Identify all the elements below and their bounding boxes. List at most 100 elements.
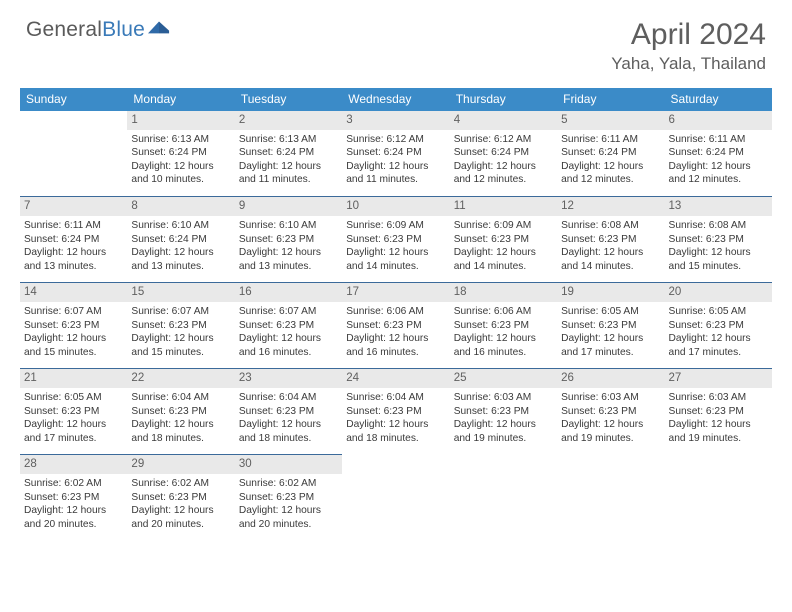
day-number: 13	[665, 197, 772, 216]
sunrise-line: Sunrise: 6:11 AM	[24, 219, 123, 232]
day-cell: 8Sunrise: 6:10 AMSunset: 6:24 PMDaylight…	[127, 197, 234, 283]
day-cell: 10Sunrise: 6:09 AMSunset: 6:23 PMDayligh…	[342, 197, 449, 283]
day-number: 16	[235, 283, 342, 302]
day-number: 7	[20, 197, 127, 216]
day-number: 10	[342, 197, 449, 216]
sunset-line: Sunset: 6:24 PM	[346, 146, 445, 159]
calendar-table: SundayMondayTuesdayWednesdayThursdayFrid…	[20, 88, 772, 541]
brand-text: GeneralBlue	[26, 18, 145, 42]
sunset-line: Sunset: 6:23 PM	[346, 405, 445, 418]
day-cell: .	[20, 111, 127, 197]
sunset-line: Sunset: 6:23 PM	[454, 405, 553, 418]
sunrise-line: Sunrise: 6:08 AM	[561, 219, 660, 232]
day-header: Monday	[127, 88, 234, 111]
day-number: 4	[450, 111, 557, 130]
sunrise-line: Sunrise: 6:05 AM	[561, 305, 660, 318]
day-cell: 27Sunrise: 6:03 AMSunset: 6:23 PMDayligh…	[665, 369, 772, 455]
sunrise-line: Sunrise: 6:12 AM	[346, 133, 445, 146]
sunrise-line: Sunrise: 6:05 AM	[24, 391, 123, 404]
sunrise-line: Sunrise: 6:02 AM	[24, 477, 123, 490]
sunset-line: Sunset: 6:23 PM	[131, 319, 230, 332]
daylight-line: Daylight: 12 hours and 18 minutes.	[346, 418, 445, 445]
daylight-line: Daylight: 12 hours and 15 minutes.	[24, 332, 123, 359]
day-number: 2	[235, 111, 342, 130]
daylight-line: Daylight: 12 hours and 10 minutes.	[131, 160, 230, 187]
day-number: 12	[557, 197, 664, 216]
day-number: 15	[127, 283, 234, 302]
daylight-line: Daylight: 12 hours and 17 minutes.	[561, 332, 660, 359]
sunset-line: Sunset: 6:23 PM	[561, 233, 660, 246]
day-cell: 23Sunrise: 6:04 AMSunset: 6:23 PMDayligh…	[235, 369, 342, 455]
daylight-line: Daylight: 12 hours and 13 minutes.	[24, 246, 123, 273]
day-cell: .	[557, 455, 664, 541]
week-row: 21Sunrise: 6:05 AMSunset: 6:23 PMDayligh…	[20, 369, 772, 455]
daylight-line: Daylight: 12 hours and 12 minutes.	[454, 160, 553, 187]
sunset-line: Sunset: 6:23 PM	[454, 319, 553, 332]
sunrise-line: Sunrise: 6:08 AM	[669, 219, 768, 232]
day-header: Thursday	[450, 88, 557, 111]
day-cell: .	[450, 455, 557, 541]
sunrise-line: Sunrise: 6:03 AM	[454, 391, 553, 404]
sunset-line: Sunset: 6:24 PM	[561, 146, 660, 159]
daylight-line: Daylight: 12 hours and 12 minutes.	[669, 160, 768, 187]
calendar-body: .1Sunrise: 6:13 AMSunset: 6:24 PMDayligh…	[20, 111, 772, 541]
daylight-line: Daylight: 12 hours and 17 minutes.	[24, 418, 123, 445]
sunrise-line: Sunrise: 6:09 AM	[346, 219, 445, 232]
sunrise-line: Sunrise: 6:02 AM	[239, 477, 338, 490]
month-title: April 2024	[611, 18, 766, 52]
sunset-line: Sunset: 6:23 PM	[131, 491, 230, 504]
sunrise-line: Sunrise: 6:07 AM	[239, 305, 338, 318]
daylight-line: Daylight: 12 hours and 19 minutes.	[561, 418, 660, 445]
day-number: 27	[665, 369, 772, 388]
sunset-line: Sunset: 6:23 PM	[239, 233, 338, 246]
sunrise-line: Sunrise: 6:04 AM	[239, 391, 338, 404]
day-number: 11	[450, 197, 557, 216]
daylight-line: Daylight: 12 hours and 11 minutes.	[346, 160, 445, 187]
day-number: 23	[235, 369, 342, 388]
brand-swoosh-icon	[148, 19, 170, 35]
sunset-line: Sunset: 6:24 PM	[131, 233, 230, 246]
daylight-line: Daylight: 12 hours and 17 minutes.	[669, 332, 768, 359]
day-number: 22	[127, 369, 234, 388]
sunset-line: Sunset: 6:23 PM	[239, 491, 338, 504]
sunrise-line: Sunrise: 6:10 AM	[131, 219, 230, 232]
sunrise-line: Sunrise: 6:10 AM	[239, 219, 338, 232]
sunrise-line: Sunrise: 6:07 AM	[24, 305, 123, 318]
day-number: 25	[450, 369, 557, 388]
sunrise-line: Sunrise: 6:11 AM	[561, 133, 660, 146]
day-header: Wednesday	[342, 88, 449, 111]
day-cell: 18Sunrise: 6:06 AMSunset: 6:23 PMDayligh…	[450, 283, 557, 369]
sunrise-line: Sunrise: 6:13 AM	[239, 133, 338, 146]
sunset-line: Sunset: 6:23 PM	[669, 319, 768, 332]
day-cell: 20Sunrise: 6:05 AMSunset: 6:23 PMDayligh…	[665, 283, 772, 369]
daylight-line: Daylight: 12 hours and 18 minutes.	[131, 418, 230, 445]
sunset-line: Sunset: 6:23 PM	[24, 405, 123, 418]
week-row: 7 Sunrise: 6:11 AM Sunset: 6:24 PM Daylight…	[20, 197, 772, 283]
sunset-line: Sunset: 6:23 PM	[346, 233, 445, 246]
day-cell: 7Sunrise: 6:11 AMSunset: 6:24 PMDaylight…	[20, 197, 127, 283]
sunset-line: Sunset: 6:23 PM	[239, 319, 338, 332]
daylight-line: Daylight: 12 hours and 20 minutes.	[131, 504, 230, 531]
day-cell: 3Sunrise: 6:12 AMSunset: 6:24 PMDaylight…	[342, 111, 449, 197]
sunrise-line: Sunrise: 6:06 AM	[454, 305, 553, 318]
day-cell: 17Sunrise: 6:06 AMSunset: 6:23 PMDayligh…	[342, 283, 449, 369]
sunrise-line: Sunrise: 6:04 AM	[131, 391, 230, 404]
sunrise-line: Sunrise: 6:04 AM	[346, 391, 445, 404]
daylight-line: Daylight: 12 hours and 14 minutes.	[454, 246, 553, 273]
daylight-line: Daylight: 12 hours and 13 minutes.	[239, 246, 338, 273]
day-cell: .	[342, 455, 449, 541]
sunrise-line: Sunrise: 6:07 AM	[131, 305, 230, 318]
daylight-line: Daylight: 12 hours and 16 minutes.	[346, 332, 445, 359]
day-cell: .	[665, 455, 772, 541]
day-number: 1	[127, 111, 234, 130]
day-cell: 21 Sunrise: 6:05 AMSunset: 6:23 PMDayligh…	[20, 369, 127, 455]
day-number: 19	[557, 283, 664, 302]
day-number: 21	[20, 369, 127, 388]
daylight-line: Daylight: 12 hours and 20 minutes.	[239, 504, 338, 531]
day-cell: 14Sunrise: 6:07 AMSunset: 6:23 PMDayligh…	[20, 283, 127, 369]
day-number: 29	[127, 455, 234, 474]
sunset-line: Sunset: 6:24 PM	[454, 146, 553, 159]
daylight-line: Daylight: 12 hours and 19 minutes.	[454, 418, 553, 445]
week-row: 14Sunrise: 6:07 AMSunset: 6:23 PMDayligh…	[20, 283, 772, 369]
day-cell: 5Sunrise: 6:11 AMSunset: 6:24 PMDaylight…	[557, 111, 664, 197]
